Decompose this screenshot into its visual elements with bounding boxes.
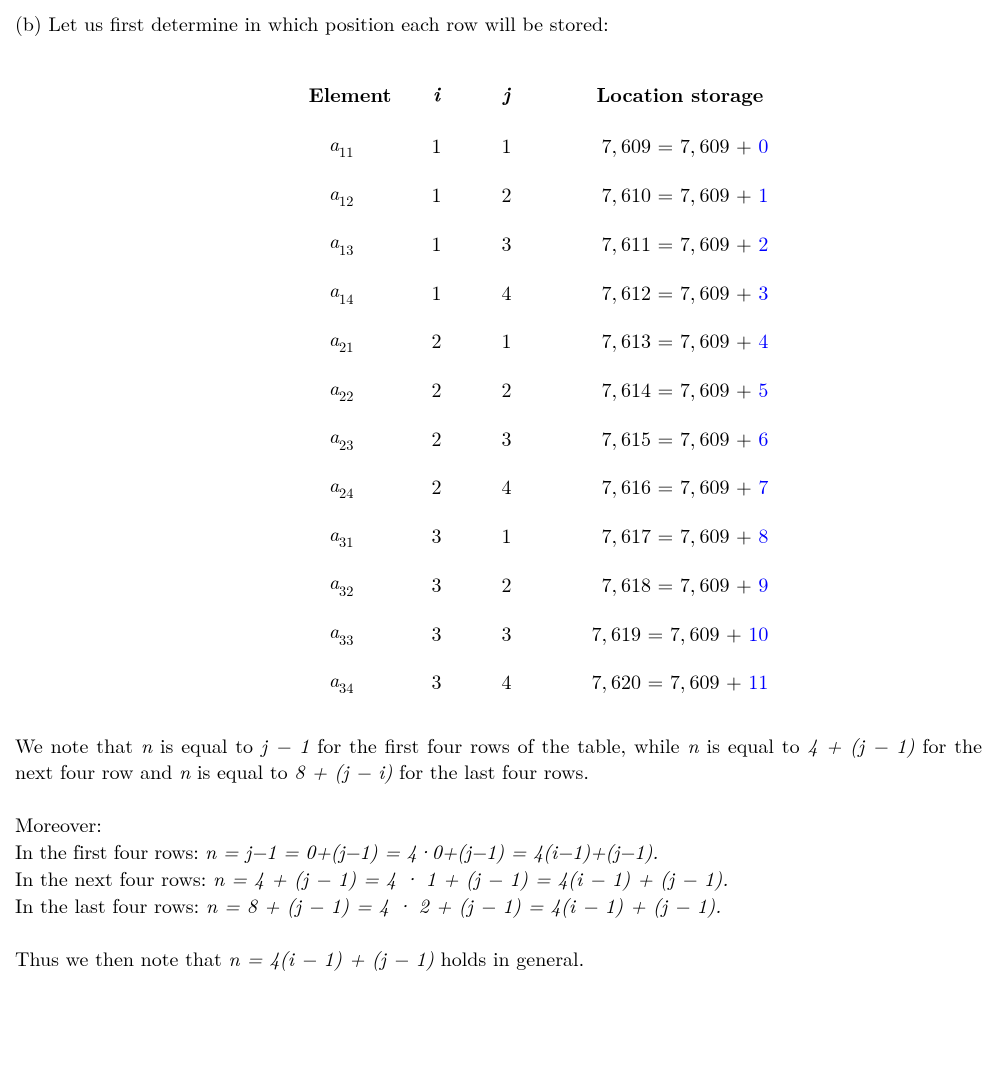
cell-j: 3 — [471, 413, 541, 462]
cell-element: a21 — [219, 316, 402, 365]
cell-location: 7, 614 = 7, 609 + 5 — [541, 365, 778, 414]
table-header-row: Element i j Location storage — [219, 72, 779, 121]
cell-i: 1 — [401, 121, 471, 170]
conclusion: Thus we then note that n = 4(i − 1) + (j… — [15, 944, 982, 971]
cell-element: a11 — [219, 121, 402, 170]
cell-j: 1 — [471, 121, 541, 170]
cell-location: 7, 613 = 7, 609 + 4 — [541, 316, 778, 365]
cell-element: a12 — [219, 170, 402, 219]
cell-j: 4 — [471, 267, 541, 316]
cell-j: 2 — [471, 559, 541, 608]
cell-i: 2 — [401, 462, 471, 511]
cell-element: a14 — [219, 267, 402, 316]
cell-location: 7, 618 = 7, 609 + 9 — [541, 559, 778, 608]
cell-i: 1 — [401, 218, 471, 267]
cell-i: 3 — [401, 559, 471, 608]
cell-j: 3 — [471, 218, 541, 267]
storage-table: Element i j Location storage a11117, 609… — [219, 72, 779, 706]
cell-i: 1 — [401, 267, 471, 316]
cell-j: 2 — [471, 170, 541, 219]
derivation-line-3: In the last four rows: n = 8 + (j − 1) =… — [15, 891, 982, 918]
table-row: a13137, 611 = 7, 609 + 2 — [219, 218, 779, 267]
cell-location: 7, 609 = 7, 609 + 0 — [541, 121, 778, 170]
table-row: a12127, 610 = 7, 609 + 1 — [219, 170, 779, 219]
table-row: a24247, 616 = 7, 609 + 7 — [219, 462, 779, 511]
moreover-block: Moreover: In the first four rows: n = j−… — [15, 810, 982, 918]
cell-i: 3 — [401, 511, 471, 560]
cell-location: 7, 616 = 7, 609 + 7 — [541, 462, 778, 511]
cell-element: a24 — [219, 462, 402, 511]
cell-element: a33 — [219, 608, 402, 657]
cell-location: 7, 612 = 7, 609 + 3 — [541, 267, 778, 316]
cell-element: a23 — [219, 413, 402, 462]
header-location: Location storage — [541, 72, 778, 121]
cell-i: 2 — [401, 365, 471, 414]
cell-i: 1 — [401, 170, 471, 219]
explanation-paragraph: We note that n is equal to j − 1 for the… — [15, 732, 982, 784]
cell-element: a32 — [219, 559, 402, 608]
moreover-label: Moreover: — [15, 810, 982, 837]
derivation-line-1: In the first four rows: n = j−1 = 0+(j−1… — [15, 837, 982, 864]
derivation-line-2: In the next four rows: n = 4 + (j − 1) =… — [15, 864, 982, 891]
cell-location: 7, 617 = 7, 609 + 8 — [541, 511, 778, 560]
cell-location: 7, 620 = 7, 609 + 11 — [541, 657, 778, 706]
cell-j: 4 — [471, 657, 541, 706]
intro-text: (b) Let us first determine in which posi… — [15, 10, 982, 36]
cell-element: a34 — [219, 657, 402, 706]
cell-j: 1 — [471, 316, 541, 365]
cell-j: 1 — [471, 511, 541, 560]
table-container: Element i j Location storage a11117, 609… — [15, 72, 982, 706]
header-element: Element — [219, 72, 402, 121]
cell-element: a22 — [219, 365, 402, 414]
cell-j: 2 — [471, 365, 541, 414]
cell-i: 2 — [401, 413, 471, 462]
table-row: a31317, 617 = 7, 609 + 8 — [219, 511, 779, 560]
cell-j: 3 — [471, 608, 541, 657]
cell-element: a13 — [219, 218, 402, 267]
cell-location: 7, 615 = 7, 609 + 6 — [541, 413, 778, 462]
cell-location: 7, 610 = 7, 609 + 1 — [541, 170, 778, 219]
cell-i: 3 — [401, 608, 471, 657]
table-row: a14147, 612 = 7, 609 + 3 — [219, 267, 779, 316]
table-row: a11117, 609 = 7, 609 + 0 — [219, 121, 779, 170]
cell-location: 7, 611 = 7, 609 + 2 — [541, 218, 778, 267]
table-row: a22227, 614 = 7, 609 + 5 — [219, 365, 779, 414]
header-i: i — [401, 72, 471, 121]
table-row: a23237, 615 = 7, 609 + 6 — [219, 413, 779, 462]
table-row: a34347, 620 = 7, 609 + 11 — [219, 657, 779, 706]
table-row: a33337, 619 = 7, 609 + 10 — [219, 608, 779, 657]
table-row: a32327, 618 = 7, 609 + 9 — [219, 559, 779, 608]
cell-element: a31 — [219, 511, 402, 560]
cell-i: 2 — [401, 316, 471, 365]
header-j: j — [471, 72, 541, 121]
table-row: a21217, 613 = 7, 609 + 4 — [219, 316, 779, 365]
cell-location: 7, 619 = 7, 609 + 10 — [541, 608, 778, 657]
cell-i: 3 — [401, 657, 471, 706]
cell-j: 4 — [471, 462, 541, 511]
